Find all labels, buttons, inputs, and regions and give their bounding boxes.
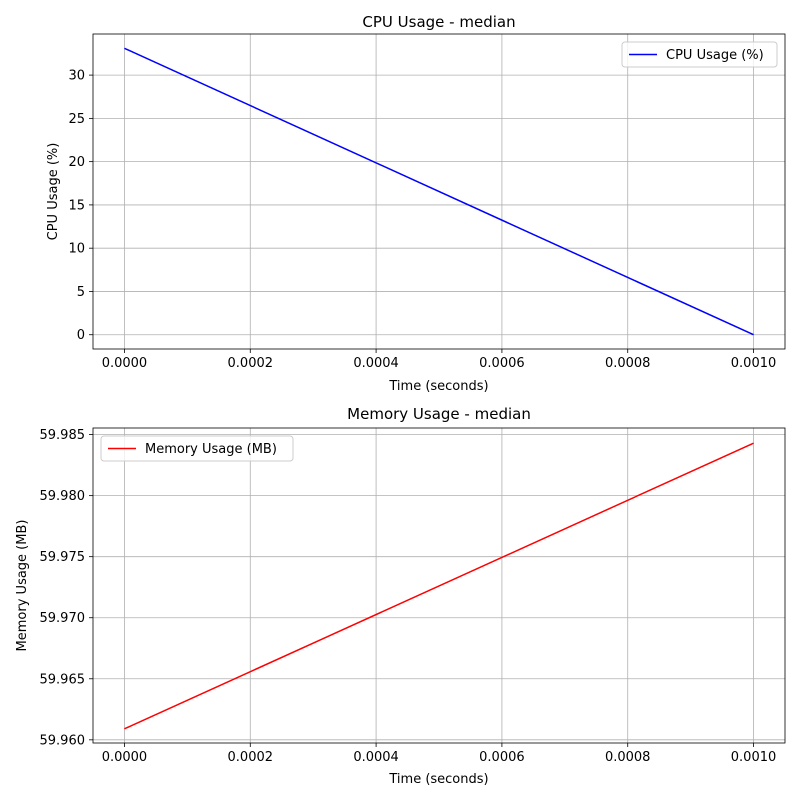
cpu-usage-chart: 0.0000 0.0002 0.0004 0.0006 0.0008 0.0010 0 5 10… [46,13,786,394]
x-tick-label: 0.0002 [228,356,274,371]
y-tick-label: 0 [77,328,85,343]
x-tick-label: 0.0000 [102,750,148,765]
y-axis-label: CPU Usage (%) [46,143,61,241]
x-axis-label: Time (seconds) [388,772,488,787]
y-tick-label: 20 [68,155,85,170]
chart-title: CPU Usage - median [362,13,515,31]
chart-title: Memory Usage - median [347,405,531,423]
y-tick-label: 59.960 [40,733,86,748]
x-tick-label: 0.0006 [479,750,525,765]
memory-usage-chart: 0.0000 0.0002 0.0004 0.0006 0.0008 0.0010 59.9… [15,405,786,787]
y-tick-label: 59.975 [40,550,86,565]
plot-frame [92,33,786,350]
y-axis-label: Memory Usage (MB) [15,520,30,652]
x-tick-label: 0.0006 [479,356,525,371]
y-tick-label: 30 [68,69,85,84]
y-tick-label: 25 [68,112,85,127]
x-tick-label: 0.0004 [353,750,399,765]
y-tick-label: 15 [68,198,85,213]
y-tick-label: 59.980 [40,489,86,504]
x-tick-label: 0.0010 [731,750,777,765]
series-line [124,47,754,336]
x-tick-label: 0.0000 [102,356,148,371]
y-tick-label: 59.985 [40,428,86,443]
x-tick-label: 0.0008 [605,750,651,765]
plot-frame [92,427,786,744]
legend-label: CPU Usage (%) [666,48,764,63]
x-tick-label: 0.0010 [731,356,777,371]
series-line [124,442,754,730]
y-tick-label: 10 [68,242,85,257]
y-tick-label: 59.970 [40,611,86,626]
x-tick-label: 0.0004 [353,356,399,371]
x-axis-label: Time (seconds) [388,379,488,394]
legend-box [100,435,294,462]
x-tick-label: 0.0002 [228,750,274,765]
x-tick-label: 0.0008 [605,356,651,371]
legend-label: Memory Usage (MB) [145,442,277,457]
y-tick-label: 59.965 [40,672,86,687]
y-tick-label: 5 [77,285,85,300]
legend-box [621,41,778,68]
